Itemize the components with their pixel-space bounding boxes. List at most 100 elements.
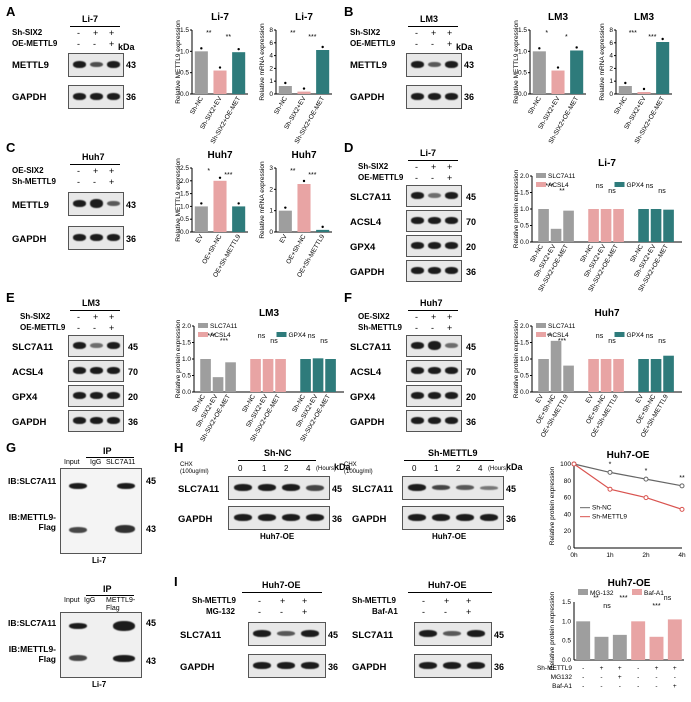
sign: + bbox=[447, 162, 453, 172]
chart-title: LM3 bbox=[634, 12, 654, 23]
legend-swatch bbox=[536, 173, 546, 178]
lane-label: IgG bbox=[90, 459, 102, 466]
sign: - bbox=[77, 39, 80, 49]
bar bbox=[618, 86, 632, 94]
kda-header: kDa bbox=[118, 42, 135, 52]
y-tick-label: 0.0 bbox=[520, 239, 529, 246]
sign: - bbox=[422, 596, 425, 606]
legend-swatch bbox=[536, 323, 546, 328]
title-underline bbox=[70, 164, 120, 165]
data-point bbox=[321, 45, 324, 49]
panel-label-i: I bbox=[174, 574, 178, 589]
kda-value: 20 bbox=[128, 392, 139, 402]
y-tick-label: 1.5 bbox=[562, 599, 571, 606]
condition-sign: + bbox=[618, 665, 622, 672]
y-tick-label: 2.0 bbox=[180, 178, 189, 185]
chart-h-line: Huh7-OE 0 20 40 60 80 100 0h 1h 2h 4h Relative prot… bbox=[549, 450, 686, 559]
bar bbox=[600, 209, 612, 242]
y-tick-label: 0.0 bbox=[182, 389, 191, 396]
y-tick-label: 0.5 bbox=[562, 638, 571, 645]
sign: + bbox=[447, 39, 453, 49]
data-point bbox=[575, 46, 578, 49]
y-tick-label: 4 bbox=[269, 53, 273, 60]
blot-image-acsl4 bbox=[68, 360, 124, 382]
bar bbox=[600, 359, 612, 392]
bar bbox=[650, 209, 662, 242]
bar bbox=[637, 92, 651, 94]
lane-label: SLC7A11 bbox=[106, 459, 136, 466]
bar bbox=[532, 51, 546, 94]
y-tick-label: 1.0 bbox=[518, 48, 527, 55]
data-point bbox=[643, 476, 649, 482]
legend-label: SLC7A11 bbox=[548, 173, 576, 180]
y-tick-label: 1.0 bbox=[520, 356, 529, 363]
condition-row-1: OE-SIX2 bbox=[12, 166, 44, 175]
kda-value: 43 bbox=[126, 60, 137, 70]
y-tick-label: 0.0 bbox=[180, 229, 189, 236]
blot-label: GAPDH bbox=[350, 267, 385, 278]
blot-image-gapdh-mg132 bbox=[248, 654, 326, 678]
sign: + bbox=[444, 596, 450, 606]
sig-label: ns bbox=[270, 338, 278, 345]
y-tick-label: 2 bbox=[609, 65, 613, 72]
legend-label: Baf-A1 bbox=[644, 590, 664, 597]
sign: - bbox=[280, 607, 283, 617]
blot-label: GAPDH bbox=[352, 514, 387, 525]
chart-title: LM3 bbox=[548, 12, 568, 23]
bar bbox=[312, 358, 324, 392]
data-point bbox=[200, 47, 203, 50]
data-point bbox=[679, 506, 685, 512]
blot-title: LM3 bbox=[82, 298, 100, 308]
data-point bbox=[624, 81, 627, 85]
condition-sign: + bbox=[655, 665, 659, 672]
kda-value: 36 bbox=[328, 662, 339, 672]
bar bbox=[213, 180, 227, 232]
sig-label: ns bbox=[258, 333, 266, 340]
x-tick-label: EV bbox=[535, 393, 546, 405]
x-tick-label: Sh-NC bbox=[189, 95, 205, 116]
legend-label: MG-132 bbox=[590, 590, 614, 597]
x-tick-label: 1h bbox=[606, 552, 614, 559]
blot-label: ACSL4 bbox=[350, 367, 382, 378]
y-tick-label: 2 bbox=[269, 186, 273, 193]
sign: - bbox=[77, 166, 80, 176]
x-tick-label: Sh-NC bbox=[273, 95, 289, 116]
condition-sign: - bbox=[655, 674, 657, 681]
bar bbox=[638, 359, 649, 392]
bar bbox=[563, 365, 574, 392]
kda-value: 45 bbox=[494, 630, 505, 640]
kda-value: 45 bbox=[506, 484, 517, 494]
kda-value: 36 bbox=[126, 234, 137, 244]
x-tick-label: EV bbox=[279, 233, 290, 245]
data-point bbox=[571, 461, 577, 467]
time-label: 4 bbox=[478, 464, 483, 473]
hours-label: (Hours) bbox=[316, 466, 337, 472]
sign: - bbox=[93, 39, 96, 49]
bar bbox=[613, 359, 624, 392]
coip-blot-top bbox=[60, 468, 142, 554]
blot-image-gapdh-shmettl9 bbox=[402, 506, 504, 530]
title-underline bbox=[408, 160, 458, 161]
sig-label: ** bbox=[559, 188, 565, 195]
y-tick-label: 0.0 bbox=[562, 657, 571, 664]
sign: + bbox=[466, 596, 472, 606]
data-point bbox=[321, 225, 324, 229]
condition-sign: + bbox=[673, 665, 677, 672]
bar bbox=[650, 359, 662, 392]
y-tick-label: 0.0 bbox=[518, 91, 527, 98]
kda-value: 36 bbox=[506, 514, 517, 524]
condition-row-2: OE-METTL9 bbox=[358, 173, 404, 182]
sign: - bbox=[431, 173, 434, 183]
lane-label: Input bbox=[64, 597, 80, 604]
y-tick-label: 1.5 bbox=[182, 340, 191, 347]
sign: - bbox=[415, 173, 418, 183]
y-tick-label: 0.0 bbox=[520, 389, 529, 396]
blot-image-gapdh bbox=[68, 226, 124, 250]
bar bbox=[300, 359, 311, 392]
bar bbox=[550, 228, 562, 242]
sig-label: ** bbox=[226, 34, 232, 41]
time-label: 2 bbox=[284, 464, 289, 473]
chx-label: CHX (100ug/ml) bbox=[180, 462, 209, 475]
kda-value: 36 bbox=[332, 514, 343, 524]
